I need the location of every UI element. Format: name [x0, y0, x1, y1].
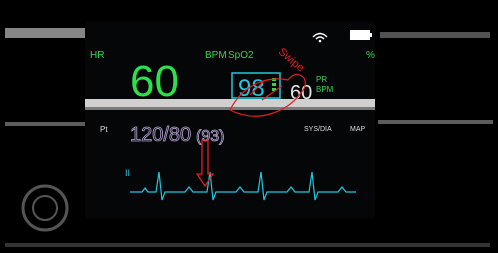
- hr-value: 60: [130, 57, 179, 106]
- glitch-stripe: [378, 120, 493, 124]
- glitch-stripe: [380, 32, 490, 38]
- glitch-stripe: [5, 243, 490, 247]
- spo2-unit: %: [366, 50, 375, 61]
- hr-unit: BPM: [205, 50, 227, 61]
- nibp-map: (93): [196, 128, 224, 145]
- page: HR BPM 60 SpO2 % 98 60 PR BPM Pt 120/80 …: [0, 0, 498, 253]
- battery-icon: [370, 33, 372, 37]
- screenshot: HR BPM 60 SpO2 % 98 60 PR BPM Pt 120/80 …: [0, 0, 498, 253]
- nibp-label: Pt: [100, 125, 108, 134]
- glitch-stripe: [5, 122, 85, 126]
- nibp-value: 120/80: [130, 124, 191, 146]
- wifi-icon: [319, 40, 322, 43]
- ecg-lead: II: [125, 168, 130, 178]
- map-caption: MAP: [350, 126, 366, 133]
- nibp-caption: SYS/DIA: [304, 126, 332, 133]
- divider: [85, 99, 375, 107]
- hr-label: HR: [90, 50, 104, 61]
- spo2-label: SpO2: [228, 50, 254, 61]
- battery-icon: [350, 30, 370, 40]
- signal-bar: [272, 83, 276, 86]
- pr-label: PR: [316, 75, 327, 84]
- pr-unit: BPM: [316, 85, 334, 94]
- spo2-value: 98: [238, 75, 265, 102]
